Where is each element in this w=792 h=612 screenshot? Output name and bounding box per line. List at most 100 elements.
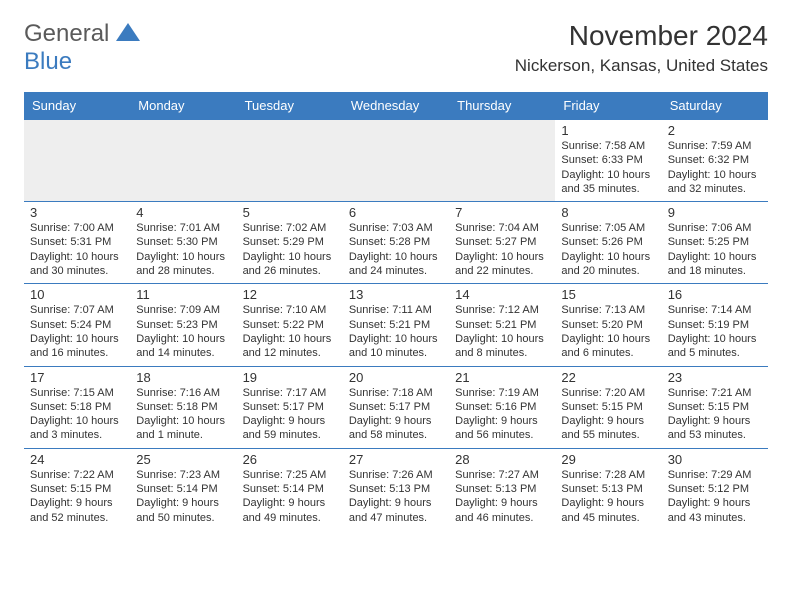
- day-text-line: Sunrise: 7:27 AM: [455, 468, 549, 482]
- day-text-line: Daylight: 10 hours: [136, 414, 230, 428]
- calendar-cell: 2Sunrise: 7:59 AMSunset: 6:32 PMDaylight…: [662, 120, 768, 202]
- day-text-line: and 26 minutes.: [243, 264, 337, 278]
- calendar-cell: 27Sunrise: 7:26 AMSunset: 5:13 PMDayligh…: [343, 448, 449, 530]
- day-text-line: and 5 minutes.: [668, 346, 762, 360]
- day-text-line: and 20 minutes.: [561, 264, 655, 278]
- day-text-line: Sunrise: 7:22 AM: [30, 468, 124, 482]
- day-text-line: Sunset: 5:28 PM: [349, 235, 443, 249]
- day-number: 12: [243, 287, 337, 302]
- day-text-line: Daylight: 10 hours: [136, 332, 230, 346]
- day-text-line: Sunrise: 7:26 AM: [349, 468, 443, 482]
- day-text-line: Sunset: 5:18 PM: [30, 400, 124, 414]
- day-text-line: Daylight: 10 hours: [136, 250, 230, 264]
- day-text-line: Sunrise: 7:01 AM: [136, 221, 230, 235]
- day-text-line: Daylight: 10 hours: [561, 250, 655, 264]
- day-text-line: Daylight: 9 hours: [668, 414, 762, 428]
- calendar-week: 24Sunrise: 7:22 AMSunset: 5:15 PMDayligh…: [24, 448, 768, 530]
- day-text-line: Sunset: 5:30 PM: [136, 235, 230, 249]
- day-text-line: and 43 minutes.: [668, 511, 762, 525]
- day-text-line: Daylight: 10 hours: [455, 332, 549, 346]
- day-text-line: Sunset: 5:14 PM: [136, 482, 230, 496]
- calendar-cell: 11Sunrise: 7:09 AMSunset: 5:23 PMDayligh…: [130, 284, 236, 366]
- calendar-cell: 18Sunrise: 7:16 AMSunset: 5:18 PMDayligh…: [130, 366, 236, 448]
- day-text-line: and 3 minutes.: [30, 428, 124, 442]
- day-text-line: Sunset: 5:23 PM: [136, 318, 230, 332]
- day-text-line: and 53 minutes.: [668, 428, 762, 442]
- calendar-cell: 9Sunrise: 7:06 AMSunset: 5:25 PMDaylight…: [662, 202, 768, 284]
- day-text-line: Sunrise: 7:10 AM: [243, 303, 337, 317]
- day-text-line: Sunrise: 7:58 AM: [561, 139, 655, 153]
- day-text-line: Sunset: 5:27 PM: [455, 235, 549, 249]
- day-number: 25: [136, 452, 230, 467]
- day-text-line: Daylight: 10 hours: [30, 250, 124, 264]
- day-text-line: Daylight: 9 hours: [455, 496, 549, 510]
- day-number: 18: [136, 370, 230, 385]
- day-number: 14: [455, 287, 549, 302]
- calendar-cell: [24, 120, 130, 202]
- day-text-line: and 30 minutes.: [30, 264, 124, 278]
- day-text-line: Sunrise: 7:03 AM: [349, 221, 443, 235]
- day-text-line: and 49 minutes.: [243, 511, 337, 525]
- calendar-cell: 12Sunrise: 7:10 AMSunset: 5:22 PMDayligh…: [237, 284, 343, 366]
- logo-triangle-icon: [116, 23, 140, 41]
- calendar-cell: 14Sunrise: 7:12 AMSunset: 5:21 PMDayligh…: [449, 284, 555, 366]
- day-text-line: Sunrise: 7:23 AM: [136, 468, 230, 482]
- calendar-cell: 13Sunrise: 7:11 AMSunset: 5:21 PMDayligh…: [343, 284, 449, 366]
- day-text-line: Sunrise: 7:59 AM: [668, 139, 762, 153]
- calendar-cell: 19Sunrise: 7:17 AMSunset: 5:17 PMDayligh…: [237, 366, 343, 448]
- calendar-cell: [237, 120, 343, 202]
- day-text-line: and 52 minutes.: [30, 511, 124, 525]
- day-text-line: and 16 minutes.: [30, 346, 124, 360]
- day-text-line: and 18 minutes.: [668, 264, 762, 278]
- calendar-cell: 7Sunrise: 7:04 AMSunset: 5:27 PMDaylight…: [449, 202, 555, 284]
- day-text-line: Sunset: 5:22 PM: [243, 318, 337, 332]
- calendar-cell: 30Sunrise: 7:29 AMSunset: 5:12 PMDayligh…: [662, 448, 768, 530]
- day-text-line: Sunset: 5:21 PM: [349, 318, 443, 332]
- day-text-line: Sunset: 5:16 PM: [455, 400, 549, 414]
- day-number: 26: [243, 452, 337, 467]
- day-header: Thursday: [449, 92, 555, 120]
- day-number: 16: [668, 287, 762, 302]
- day-text-line: Sunrise: 7:21 AM: [668, 386, 762, 400]
- calendar-cell: 28Sunrise: 7:27 AMSunset: 5:13 PMDayligh…: [449, 448, 555, 530]
- day-header: Friday: [555, 92, 661, 120]
- day-text-line: and 24 minutes.: [349, 264, 443, 278]
- day-text-line: and 46 minutes.: [455, 511, 549, 525]
- day-text-line: Daylight: 10 hours: [668, 332, 762, 346]
- calendar-cell: 24Sunrise: 7:22 AMSunset: 5:15 PMDayligh…: [24, 448, 130, 530]
- day-text-line: Sunrise: 7:07 AM: [30, 303, 124, 317]
- day-text-line: and 50 minutes.: [136, 511, 230, 525]
- day-header: Monday: [130, 92, 236, 120]
- day-number: 10: [30, 287, 124, 302]
- day-number: 23: [668, 370, 762, 385]
- day-text-line: Sunrise: 7:14 AM: [668, 303, 762, 317]
- day-text-line: and 35 minutes.: [561, 182, 655, 196]
- day-text-line: Sunrise: 7:25 AM: [243, 468, 337, 482]
- day-text-line: Sunset: 5:12 PM: [668, 482, 762, 496]
- calendar-week: 1Sunrise: 7:58 AMSunset: 6:33 PMDaylight…: [24, 120, 768, 202]
- calendar-cell: 26Sunrise: 7:25 AMSunset: 5:14 PMDayligh…: [237, 448, 343, 530]
- calendar-cell: 8Sunrise: 7:05 AMSunset: 5:26 PMDaylight…: [555, 202, 661, 284]
- day-text-line: Sunset: 5:25 PM: [668, 235, 762, 249]
- day-text-line: Sunset: 5:19 PM: [668, 318, 762, 332]
- day-number: 9: [668, 205, 762, 220]
- day-header: Wednesday: [343, 92, 449, 120]
- day-text-line: Daylight: 9 hours: [136, 496, 230, 510]
- day-text-line: and 6 minutes.: [561, 346, 655, 360]
- day-text-line: Daylight: 10 hours: [455, 250, 549, 264]
- day-text-line: Daylight: 10 hours: [561, 332, 655, 346]
- calendar-cell: 22Sunrise: 7:20 AMSunset: 5:15 PMDayligh…: [555, 366, 661, 448]
- day-text-line: Sunrise: 7:17 AM: [243, 386, 337, 400]
- day-number: 1: [561, 123, 655, 138]
- day-number: 5: [243, 205, 337, 220]
- calendar-cell: 23Sunrise: 7:21 AMSunset: 5:15 PMDayligh…: [662, 366, 768, 448]
- logo-word2: Blue: [24, 48, 72, 75]
- day-text-line: Sunrise: 7:15 AM: [30, 386, 124, 400]
- day-number: 28: [455, 452, 549, 467]
- day-text-line: Sunrise: 7:06 AM: [668, 221, 762, 235]
- day-number: 7: [455, 205, 549, 220]
- day-text-line: Sunset: 6:32 PM: [668, 153, 762, 167]
- day-text-line: Daylight: 9 hours: [243, 496, 337, 510]
- day-text-line: Daylight: 9 hours: [561, 414, 655, 428]
- calendar-cell: [343, 120, 449, 202]
